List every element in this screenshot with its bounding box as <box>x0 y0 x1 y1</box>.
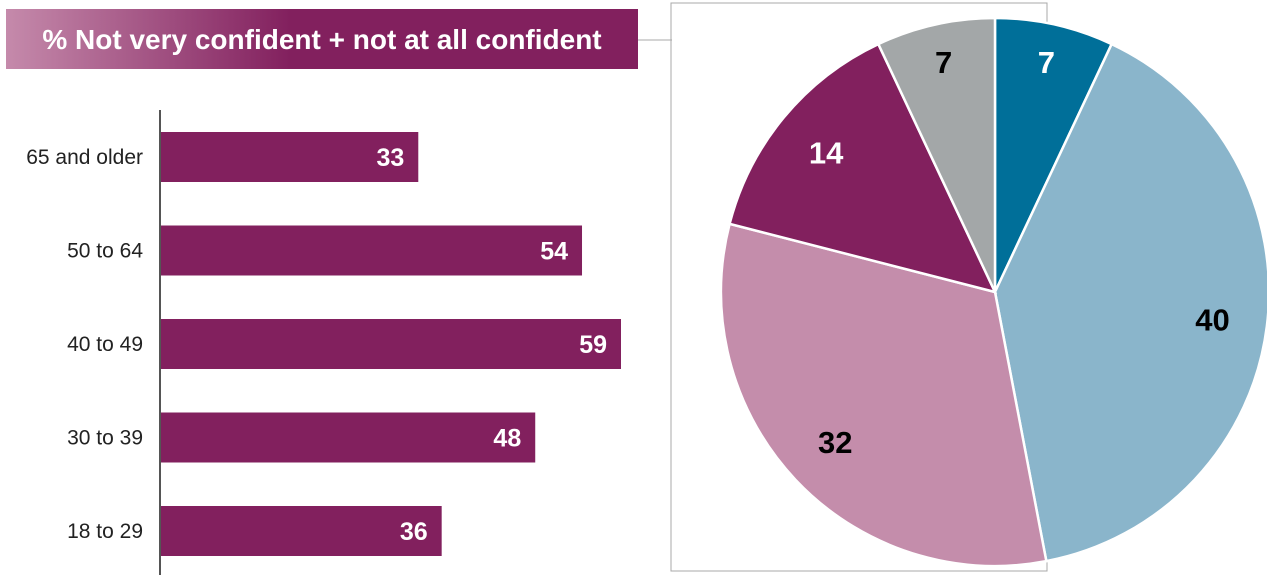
bar <box>161 225 583 276</box>
bar <box>161 132 419 182</box>
pie-slice-label: 32 <box>818 425 852 460</box>
title-banner <box>6 9 638 69</box>
bar-category-label: 65 and older <box>26 146 143 169</box>
bar-value-label: 33 <box>376 144 404 172</box>
bar-category-label: 50 to 64 <box>67 240 143 263</box>
pie-slice-label: 7 <box>1038 45 1055 80</box>
bar <box>161 412 536 463</box>
pie-group: 7 40 32 14 7 <box>719 16 1267 568</box>
bar-category-label: 18 to 29 <box>67 520 143 543</box>
pie-slice-label: 40 <box>1195 303 1229 338</box>
pie-slice <box>876 16 997 293</box>
pie-slice-label: 7 <box>935 45 952 80</box>
pie-slice <box>728 42 998 294</box>
bar-category-label: 30 to 39 <box>67 427 143 450</box>
bar-value-label: 48 <box>493 425 521 453</box>
bar <box>161 319 621 369</box>
bar <box>161 506 442 556</box>
bar-value-label: 36 <box>400 518 428 546</box>
pie-slice <box>719 222 1048 568</box>
bar-category-label: 40 to 49 <box>67 333 143 356</box>
bar-value-label: 59 <box>579 331 607 359</box>
chart-title: % Not very confident + not at all confid… <box>42 24 601 55</box>
bar-value-label: 54 <box>540 238 568 266</box>
pie-slice-label: 14 <box>809 135 844 170</box>
bar-group: 65 and older 33 50 to 64 54 40 to 49 59 30 to … <box>26 132 621 556</box>
pie-slice <box>993 16 1114 293</box>
